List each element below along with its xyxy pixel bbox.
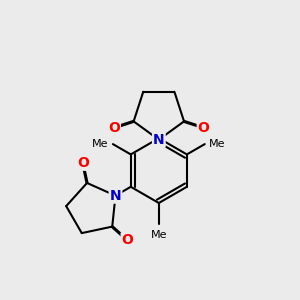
Text: Me: Me: [92, 139, 109, 149]
Text: O: O: [198, 121, 210, 135]
Text: O: O: [122, 233, 134, 248]
Text: N: N: [110, 189, 121, 202]
Text: O: O: [108, 121, 120, 135]
Text: Me: Me: [151, 230, 167, 239]
Text: Me: Me: [209, 139, 226, 149]
Text: N: N: [153, 133, 165, 147]
Text: O: O: [77, 156, 89, 170]
